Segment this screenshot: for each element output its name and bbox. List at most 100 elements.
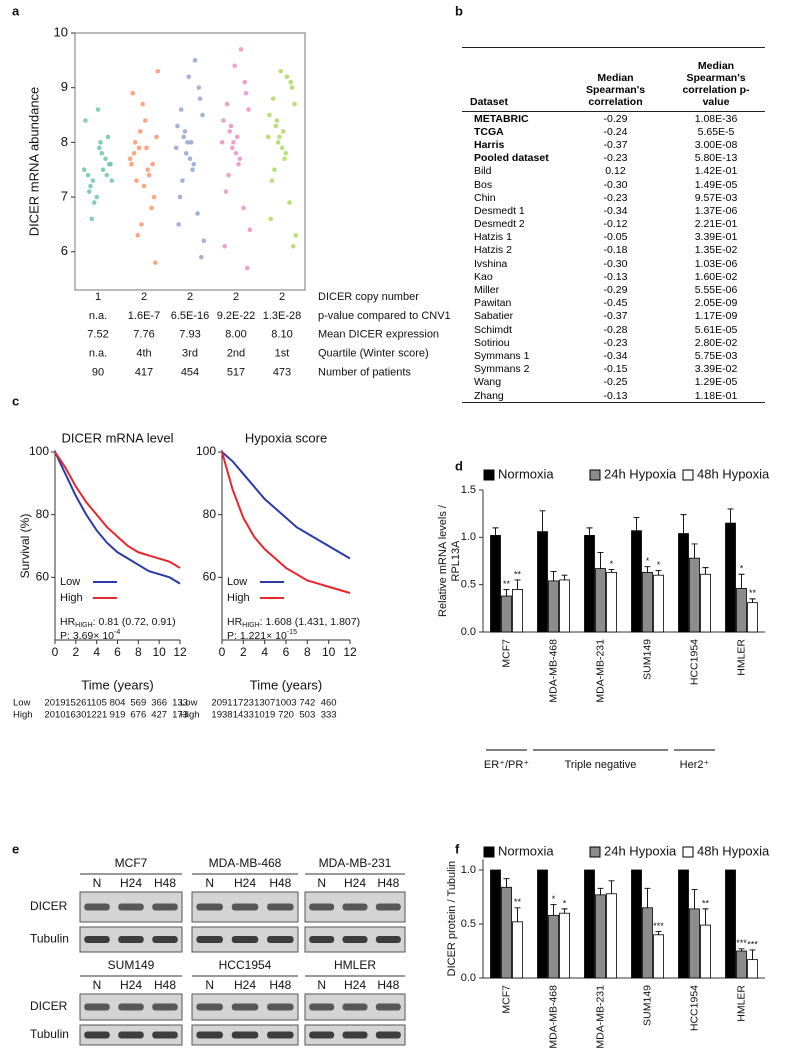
data-point [135,233,141,238]
bar [537,531,548,633]
blot-band [342,903,368,911]
stat-cell: 517 [227,366,245,378]
data-point [105,134,111,140]
data-point [103,156,108,162]
table-cell: -0.23 [603,336,628,349]
table-cell: -0.18 [603,244,628,257]
bar [501,595,512,633]
data-point [231,140,236,145]
x-tick-label: 4 [261,645,268,659]
data-point [136,145,142,151]
data-point [243,90,249,96]
blot-band [152,1003,178,1011]
column-header: Median Spearman's correlation [564,48,667,112]
legend-swatch [483,846,495,858]
table-cell: 3.39E-01 [694,231,738,244]
table-cell: -0.05 [603,231,628,244]
x-tick-label: MCF7 [500,639,512,668]
risk-count: 676 [130,710,146,721]
error-bar [702,567,709,575]
stat-cell: n.a. [89,348,107,360]
data-point [196,85,202,90]
data-point [190,167,195,173]
blot-band [309,1003,335,1011]
data-point [187,156,193,162]
table-cell: 2.05E-09 [694,297,738,310]
hr-subscript: HIGH [75,622,93,629]
data-point [129,161,134,167]
data-point [219,140,225,145]
blot-band [152,903,178,911]
table-cell: Sotiriou [474,336,510,349]
stat-cell: 90 [92,366,104,378]
data-point [98,140,103,145]
stat-cell: 1st [275,348,290,360]
table-cell: Miller [474,284,500,297]
y-tick-label: 1.0 [461,531,476,543]
table-cell: -0.30 [603,257,628,270]
lane-label: N [93,978,102,992]
data-point [142,118,148,123]
lane-label: H24 [234,876,256,890]
risk-label: Low [13,698,31,709]
bar [725,869,736,979]
risk-label: Low [180,698,198,709]
row-label: Number of patients [318,366,411,378]
data-point [241,205,246,211]
data-point [89,216,95,222]
significance: * [657,560,661,570]
y-tick-label: 6 [61,243,68,258]
data-point [106,161,112,167]
bar [559,912,570,979]
lane-label: H48 [377,876,399,890]
p-exponent: -4 [114,629,120,636]
bar [548,580,559,633]
blot-band [84,1003,110,1011]
data-point [242,79,248,85]
bar [559,579,570,633]
table-cell: -0.23 [603,191,628,204]
bar [606,571,617,633]
risk-count: 427 [151,710,167,721]
data-point [173,145,179,151]
p-text: P: 1.221× 10 [227,630,287,642]
data-point [96,145,102,151]
data-point [155,68,161,74]
data-point [269,178,275,183]
cell-line-label: HMLER [334,958,376,972]
table-row: Zhang -0.13 1.18E-01 [462,389,765,402]
copy-number: 2 [279,291,285,303]
table-cell: Symmans 1 [474,349,530,362]
error-bar [550,904,557,916]
data-point [277,134,282,140]
error-bar [514,907,521,922]
blot-band [375,936,401,943]
table-cell: METABRIC [474,112,529,125]
blot-band [309,1031,335,1039]
data-point [83,118,88,123]
data-point [198,254,204,260]
significance: ** [514,897,522,907]
data-point [237,156,243,162]
table-cell: 2.21E-01 [694,218,738,231]
legend-label: Low [227,576,247,588]
x-tick-label: 6 [283,645,290,659]
y-tick-label: 100 [29,444,49,458]
error-bar [702,908,709,926]
data-point [154,134,159,140]
bar [595,568,606,633]
error-bar [597,887,604,895]
cell-line-label: MDA-MB-468 [209,856,282,870]
risk-count: 2091 [211,698,232,709]
data-point [180,178,185,183]
cell-line-label: MCF7 [115,856,148,870]
table-cell: 5.80E-13 [694,152,738,165]
data-point [274,118,280,123]
blot-band [118,1031,144,1039]
y-tick-label: 1.0 [461,864,476,876]
risk-count: 1938 [211,710,232,721]
risk-count: 1003 [275,698,296,709]
table-cell: -0.28 [603,323,628,336]
table-cell: Kao [474,270,493,283]
survival-curve [54,451,181,585]
